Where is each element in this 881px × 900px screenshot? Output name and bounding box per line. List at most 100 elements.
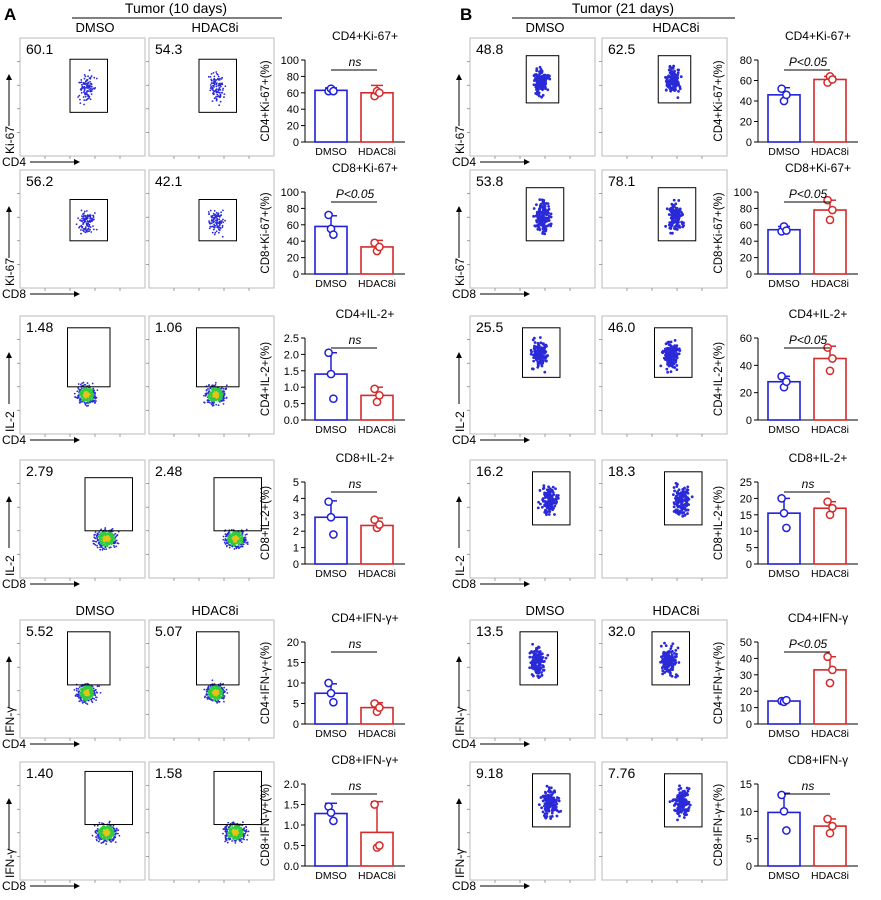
flow-event-dot	[234, 841, 237, 844]
flow-event-dot	[219, 226, 221, 229]
flow-event-dot	[83, 103, 85, 106]
flow-event-dot	[92, 387, 95, 390]
flow-event-dot	[104, 527, 107, 529]
flow-event-dot	[218, 700, 221, 703]
flow-event-dot	[88, 384, 91, 387]
flow-event-dot	[241, 535, 244, 537]
flow-event-dot	[230, 832, 233, 835]
flow-event-dot	[205, 690, 208, 693]
flow-event-dot	[549, 212, 553, 216]
flow-event-dot	[207, 688, 210, 691]
flow-event-dot	[84, 402, 87, 405]
flow-event-dot	[88, 393, 91, 396]
arrow-head-icon	[524, 437, 530, 443]
flow-event-dot	[536, 223, 540, 227]
flow-event-dot	[90, 400, 92, 403]
flow-event-dot	[111, 537, 114, 539]
flow-event-dot	[219, 77, 221, 80]
significance-label: P<0.05	[789, 187, 828, 201]
flow-event-dot	[229, 540, 232, 543]
flow-event-dot	[222, 697, 225, 700]
flow-event-dot	[246, 838, 248, 841]
flow-event-dot	[215, 85, 218, 88]
flow-event-dot	[108, 821, 111, 824]
data-point	[329, 86, 338, 96]
flow-event-dot	[92, 390, 95, 393]
flow-event-dot	[78, 700, 81, 703]
gate-box	[213, 477, 262, 532]
flow-event-dot	[232, 829, 235, 831]
flow-event-dot	[208, 227, 211, 230]
flow-event-dot	[75, 689, 78, 692]
flow-event-dot	[80, 396, 83, 399]
flow-event-dot	[101, 833, 104, 836]
flow-event-dot	[220, 211, 223, 214]
flow-event-dot	[91, 690, 94, 693]
flow-event-dot	[208, 213, 210, 215]
flow-event-dot	[215, 91, 218, 94]
flow-event-dot	[109, 838, 112, 841]
flow-event-dot	[83, 212, 85, 215]
flow-event-dot	[212, 221, 215, 223]
data-point	[375, 703, 384, 712]
flow-event-dot	[100, 532, 103, 535]
flow-event-dot	[92, 396, 95, 399]
x-tick-label: DMSO	[768, 146, 800, 158]
gate-percentage: 1.48	[26, 319, 53, 335]
flow-event-dot	[83, 210, 86, 213]
y-tick-label: 1.0	[284, 382, 299, 394]
flow-plot-hdac8i: 78.1	[599, 169, 728, 291]
flow-event-dot	[221, 224, 224, 227]
flow-event-dot	[91, 88, 94, 91]
flow-plot-frame	[148, 169, 275, 289]
panel-title-a: Tumor (10 days)	[125, 0, 227, 16]
flow-event-dot	[210, 78, 213, 81]
arrow-head-icon	[6, 352, 12, 358]
flow-event-dot	[215, 403, 218, 406]
flow-event-dot	[535, 345, 539, 349]
flow-event-dot	[89, 217, 91, 220]
flow-event-dot	[80, 393, 83, 396]
flow-event-dot	[240, 841, 243, 844]
flow-y-label: IL-2	[3, 411, 17, 432]
flow-event-dot	[226, 533, 229, 536]
flow-event-dot	[228, 544, 231, 546]
flow-event-dot	[223, 93, 226, 96]
data-point	[375, 520, 384, 529]
flow-event-dot	[103, 548, 106, 551]
flow-event-dot	[225, 533, 228, 536]
flow-event-dot	[212, 685, 215, 688]
flow-event-dot	[78, 686, 81, 689]
flow-event-dot	[226, 542, 229, 545]
y-tick-label: 0	[746, 137, 752, 149]
flow-event-dot	[85, 702, 87, 705]
flow-event-dot	[240, 542, 243, 545]
flow-event-dot	[542, 73, 546, 77]
gate-percentage: 1.06	[155, 319, 182, 335]
flow-event-dot	[79, 688, 82, 691]
flow-event-dot	[83, 77, 86, 80]
flow-event-dot	[221, 235, 224, 238]
flow-event-dot	[219, 223, 221, 226]
flow-event-dot	[77, 394, 80, 397]
flow-event-dot	[96, 691, 98, 694]
flow-event-dot	[209, 89, 212, 92]
arrow-head-icon	[456, 352, 462, 358]
flow-event-dot	[87, 390, 90, 393]
flow-event-dot	[216, 225, 219, 227]
flow-event-dot	[232, 544, 235, 547]
flow-event-dot	[669, 87, 672, 91]
flow-event-dot	[233, 833, 236, 836]
flow-event-dot	[245, 541, 248, 544]
flow-event-dot	[676, 96, 680, 100]
flow-event-dot	[222, 402, 225, 405]
flow-event-dot	[237, 538, 240, 541]
flow-event-dot	[212, 84, 215, 87]
flow-event-dot	[108, 534, 111, 536]
flow-event-dot	[208, 697, 210, 700]
y-tick-label: 20	[287, 253, 299, 265]
flow-event-dot	[224, 826, 226, 829]
flow-event-dot	[213, 392, 216, 395]
gate-box	[67, 327, 111, 388]
